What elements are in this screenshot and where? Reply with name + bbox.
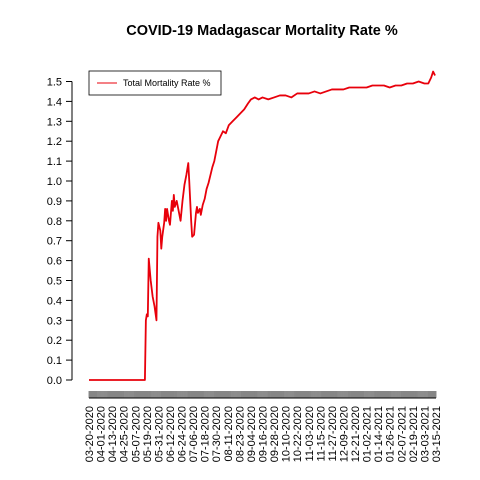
x-tick-label: 08-23-2020: [234, 406, 246, 462]
x-tick-label: 03-20-2020: [84, 406, 96, 462]
x-tick-label: 04-01-2020: [96, 406, 108, 462]
y-tick-label: 0.5: [47, 276, 62, 288]
x-tick-label: 05-31-2020: [153, 406, 165, 462]
x-tick-label: 09-16-2020: [258, 406, 270, 462]
y-tick-label: 0.6: [47, 256, 62, 268]
y-tick-label: 1.2: [47, 136, 62, 148]
x-tick-label: 05-19-2020: [142, 406, 154, 462]
chart-title: COVID-19 Madagascar Mortality Rate %: [126, 23, 398, 39]
y-tick-label: 0.0: [47, 375, 62, 387]
x-tick-label: 09-04-2020: [246, 406, 258, 462]
y-tick-label: 0.9: [47, 196, 62, 208]
x-tick-label: 01-26-2021: [385, 406, 397, 462]
x-tick-label: 04-13-2020: [107, 406, 119, 462]
plot-area: [89, 70, 436, 381]
x-tick-label: 11-03-2020: [304, 406, 316, 461]
x-tick-label: 07-30-2020: [211, 406, 223, 462]
x-tick-label: 10-10-2020: [281, 406, 293, 462]
y-tick-label: 1.5: [47, 77, 62, 89]
x-tick-label: 07-06-2020: [188, 406, 200, 462]
x-tick-label: 06-12-2020: [165, 406, 177, 462]
x-tick-label: 09-28-2020: [269, 406, 281, 462]
y-tick-label: 0.1: [47, 355, 62, 367]
x-tick-label: 04-25-2020: [119, 406, 131, 462]
y-tick-label: 0.8: [47, 216, 62, 228]
legend: Total Mortality Rate %: [88, 70, 222, 96]
x-tick-label: 10-22-2020: [292, 406, 304, 462]
series-line-total-mortality-rate: [89, 70, 436, 381]
x-tick-label: 06-24-2020: [177, 406, 189, 462]
x-tick-label: 12-09-2020: [338, 406, 350, 462]
x-tick-label: 02-19-2021: [408, 406, 420, 462]
x-tick-label: 07-18-2020: [200, 406, 212, 462]
y-axis: 0.0 0.1 0.2 0.3 0.4 0.5 0.6 0.7 0.8 0.9 1.0 1.1 1.2 1…: [47, 77, 73, 387]
y-tick-label: 1.1: [47, 156, 62, 168]
x-tick-label: 08-11-2020: [223, 406, 235, 461]
x-axis: 03-20-2020 04-01-2020 04-13-2020 04-25-2020…: [84, 391, 443, 462]
y-tick-label: 0.4: [47, 295, 62, 307]
x-tick-label: 11-15-2020: [315, 406, 327, 461]
x-tick-label: 03-03-2021: [419, 406, 431, 462]
legend-label: Total Mortality Rate %: [123, 78, 211, 88]
y-tick-label: 0.2: [47, 335, 62, 347]
y-tick-label: 0.7: [47, 236, 62, 248]
x-tick-label: 01-14-2021: [373, 406, 385, 462]
x-tick-label: 12-21-2020: [350, 406, 362, 462]
x-tick-label: 01-02-2021: [362, 406, 374, 462]
x-tick-label: 05-07-2020: [130, 406, 142, 462]
y-tick-label: 1.0: [47, 176, 62, 188]
x-tick-label: 02-07-2021: [396, 406, 408, 462]
x-tick-label: 11-27-2020: [327, 406, 339, 461]
x-tick-label: 03-15-2021: [431, 406, 443, 462]
y-tick-label: 1.4: [47, 96, 62, 108]
y-tick-label: 1.3: [47, 116, 62, 128]
y-tick-label: 0.3: [47, 315, 62, 327]
